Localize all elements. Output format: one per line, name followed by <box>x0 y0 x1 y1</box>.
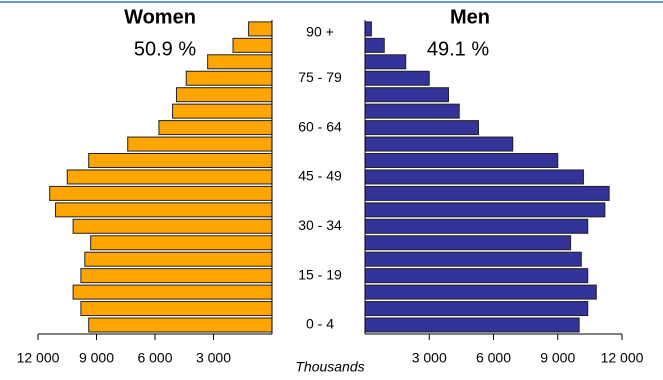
category-label: 45 - 49 <box>298 168 342 184</box>
bar <box>185 70 273 86</box>
bar <box>364 153 559 168</box>
bar <box>364 202 606 218</box>
bar <box>55 202 273 218</box>
x-tick-label: 12 000 <box>601 350 644 366</box>
x-axis-label: Thousands <box>295 359 364 375</box>
bar <box>80 268 273 284</box>
bar <box>248 21 273 37</box>
bar <box>364 70 430 86</box>
bar <box>364 284 597 300</box>
bar <box>158 120 273 136</box>
category-label: 75 - 79 <box>298 69 342 85</box>
category-label: 15 - 19 <box>298 266 342 282</box>
x-tick-label: 3 000 <box>412 350 447 366</box>
bar <box>364 268 589 284</box>
bar <box>364 251 582 267</box>
category-label: 0 - 4 <box>306 316 334 332</box>
bar <box>364 235 572 251</box>
bar <box>364 87 450 103</box>
x-tick-label: 3 000 <box>196 350 231 366</box>
bar <box>72 284 273 300</box>
bar <box>364 301 589 317</box>
bar <box>172 103 273 119</box>
category-label: 90 + <box>306 24 334 40</box>
bar <box>88 153 273 168</box>
bar <box>49 185 273 201</box>
bar <box>364 185 610 201</box>
bar <box>364 317 580 333</box>
bar <box>84 251 273 267</box>
bar <box>175 87 273 103</box>
series-name: Men <box>450 6 490 28</box>
bar <box>364 21 372 37</box>
bar <box>66 169 273 185</box>
x-tick-label: 6 000 <box>476 350 511 366</box>
x-tick-label: 9 000 <box>79 350 114 366</box>
bar <box>364 37 385 53</box>
bar <box>364 120 480 136</box>
bar <box>364 103 460 119</box>
category-label: 60 - 64 <box>298 118 342 134</box>
bar <box>364 136 514 152</box>
bar <box>127 136 273 152</box>
series-share: 50.9 % <box>134 38 196 60</box>
bar <box>207 54 273 70</box>
x-tick-label: 6 000 <box>137 350 172 366</box>
series-name: Women <box>124 6 196 28</box>
bar <box>364 54 407 70</box>
bar <box>80 301 273 317</box>
bar <box>364 218 589 234</box>
x-tick-label: 9 000 <box>540 350 575 366</box>
bar <box>72 218 273 234</box>
x-tick-label: 12 000 <box>17 350 60 366</box>
category-label: 30 - 34 <box>298 217 342 233</box>
bar <box>90 235 273 251</box>
series-share: 49.1 % <box>427 38 489 60</box>
bar <box>232 37 273 53</box>
bar <box>364 169 584 185</box>
bar <box>88 317 273 333</box>
